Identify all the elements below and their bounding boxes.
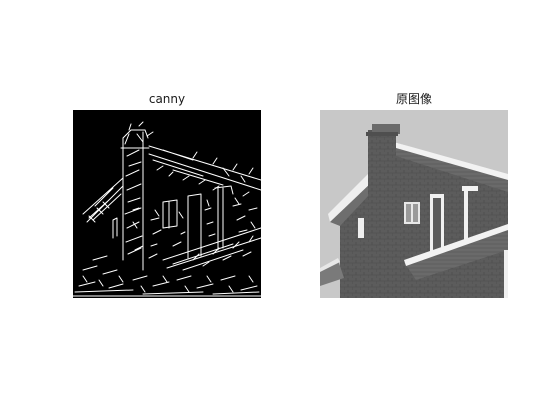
house-photo-svg	[320, 110, 508, 298]
panel-title-canny: canny	[148, 92, 186, 106]
panel-title-original: 原图像	[395, 92, 432, 106]
canny-edge-svg	[73, 110, 261, 298]
edge-lines	[73, 121, 261, 297]
original-house-image	[320, 110, 508, 298]
canny-edge-image	[73, 110, 261, 298]
